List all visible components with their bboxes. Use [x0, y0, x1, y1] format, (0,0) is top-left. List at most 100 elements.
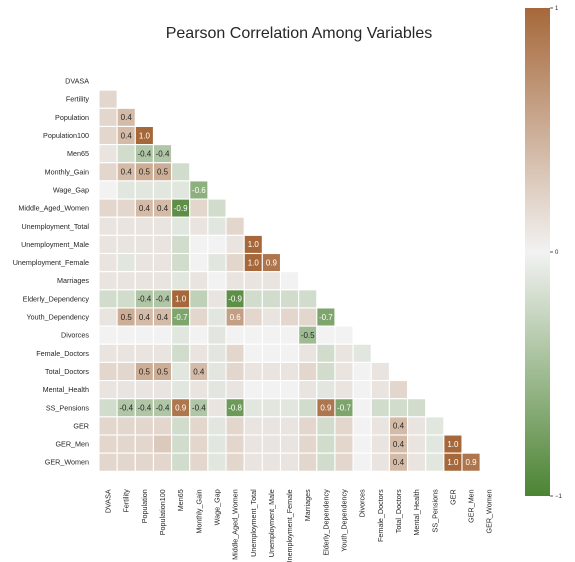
cell-label-ss-pensions-elderly-dependency: 0.9 [320, 404, 332, 413]
y-tick-mental-health: Mental_Health [43, 385, 89, 394]
cell-ger-women-fertility [116, 452, 136, 472]
cell-total-doctors-unemployment-total [243, 361, 263, 382]
cell-unemployment-female-fertility [116, 252, 136, 273]
cell-ger-wage-gap [207, 416, 227, 436]
cell-female-doctors-dvasa [98, 343, 118, 363]
cell-total-doctors-fertility [116, 361, 136, 382]
cell-ger-population100 [152, 416, 173, 436]
colorbar-ticks: 1 0 −1 [550, 6, 563, 500]
y-tick-ger-men: GER_Men [55, 440, 89, 449]
cell-total-doctors-dvasa [98, 361, 118, 382]
cell-elderly-dependency-unemployment-female [279, 289, 300, 309]
cell-ger-women-ger-men [461, 452, 481, 472]
cell-label-men65-population: -0.4 [137, 149, 151, 158]
cell-label-ger-women-total-doctors: 0.4 [393, 458, 405, 467]
cell-label-youth-dependency-population100: 0.4 [157, 313, 169, 322]
cell-ss-pensions-unemployment-male [261, 398, 282, 418]
cell-ger-divorces [352, 416, 372, 436]
cell-label-total-doctors-population: 0.5 [139, 367, 151, 376]
x-tick-wage-gap: Wage_Gap [212, 489, 221, 525]
y-tick-population100: Population100 [43, 131, 89, 140]
x-tick-total-doctors: Total_Doctors [394, 489, 403, 533]
cell-middle-aged-women-wage-gap [207, 198, 227, 218]
cell-mental-health-youth-dependency [334, 379, 354, 400]
cell-label-population-fertility: 0.4 [121, 113, 133, 122]
colorbar-tick-label: 1 [555, 6, 559, 12]
y-tick-middle-aged-women: Middle_Aged_Women [18, 204, 89, 213]
cell-divorces-youth-dependency [334, 325, 354, 345]
x-tick-unemployment-total: Unemployment_Total [249, 489, 258, 557]
cell-population100-dvasa [98, 125, 118, 146]
cell-ger-elderly-dependency [316, 416, 336, 436]
cell-ger-women-middle-aged-women [225, 452, 245, 472]
cell-divorces-unemployment-female [279, 325, 300, 345]
cell-ger-female-doctors [370, 416, 390, 436]
cell-total-doctors-wage-gap [207, 361, 227, 382]
cell-label-ss-pensions-population100: -0.4 [156, 404, 170, 413]
cell-unemployment-female-monthly-gain [189, 252, 209, 273]
cell-total-doctors-men65 [171, 361, 191, 382]
cell-ger-women-female-doctors [370, 452, 390, 472]
cell-ger-fertility [116, 416, 136, 436]
cell-label-ss-pensions-men65: 0.9 [175, 404, 187, 413]
cell-label-ss-pensions-fertility: -0.4 [119, 404, 133, 413]
x-tick-dvasa: DVASA [104, 489, 113, 513]
y-tick-unemployment-total: Unemployment_Total [21, 222, 89, 231]
cell-marriages-unemployment-male [261, 271, 282, 291]
cell-marriages-dvasa [98, 271, 118, 291]
cell-ss-pensions-mental-health [406, 398, 427, 418]
cell-female-doctors-unemployment-total [243, 343, 263, 363]
x-tick-population100: Population100 [158, 489, 167, 535]
y-tick-wage-gap: Wage_Gap [53, 185, 89, 194]
cell-ger-men-female-doctors [370, 434, 390, 454]
cell-label-ger-men-total-doctors: 0.4 [393, 440, 405, 449]
cell-female-doctors-wage-gap [207, 343, 227, 363]
cell-label-middle-aged-women-population100: 0.4 [157, 204, 169, 213]
y-tick-fertility: Fertility [66, 95, 90, 104]
cell-wage-gap-men65 [171, 180, 191, 200]
cell-total-doctors-middle-aged-women [225, 361, 245, 382]
cell-mental-health-unemployment-female [279, 379, 300, 400]
cell-ger-men-men65 [171, 434, 191, 454]
y-tick-marriages: Marriages [57, 276, 89, 285]
cell-label-population100-population: 1.0 [139, 131, 151, 140]
cell-monthly-gain-dvasa [98, 162, 118, 182]
cell-ss-pensions-female-doctors [370, 398, 390, 418]
cell-wage-gap-fertility [116, 180, 136, 200]
cell-mental-health-total-doctors [388, 379, 409, 400]
colorbar-tick-label: 0 [555, 250, 559, 256]
cell-label-youth-dependency-population: 0.4 [139, 313, 151, 322]
cell-ger-men-elderly-dependency [316, 434, 336, 454]
y-tick-labels: DVASA Fertility Population Population100 Men… [13, 77, 90, 467]
cell-youth-dependency-wage-gap [207, 307, 227, 327]
y-tick-ss-pensions: SS_Pensions [46, 403, 90, 412]
cell-ger-women-ss-pensions [425, 452, 445, 472]
cell-ger-men-unemployment-female [279, 434, 300, 454]
cell-unemployment-total-middle-aged-women [225, 216, 245, 236]
cell-divorces-men65 [171, 325, 191, 345]
cell-divorces-unemployment-total [243, 325, 263, 345]
y-tick-unemployment-male: Unemployment_Male [21, 240, 89, 249]
cell-label-monthly-gain-fertility: 0.4 [121, 168, 133, 177]
x-tick-unemployment-female: Unemployment_Female [285, 489, 294, 562]
cell-wage-gap-population [134, 180, 155, 200]
cell-label-unemployment-male-unemployment-total: 1.0 [248, 240, 260, 249]
cell-total-doctors-divorces [352, 361, 372, 382]
cell-divorces-middle-aged-women [225, 325, 245, 345]
cell-ger-women-population100 [152, 452, 173, 472]
cell-label-middle-aged-women-men65: -0.9 [174, 204, 188, 213]
cell-label-youth-dependency-fertility: 0.5 [121, 313, 133, 322]
x-tick-divorces: Divorces [358, 489, 367, 517]
cell-ger-men-marriages [298, 434, 318, 454]
cell-unemployment-male-population100 [152, 234, 173, 255]
x-tick-marriages: Marriages [303, 489, 312, 521]
cell-unemployment-total-men65 [171, 216, 191, 236]
y-tick-unemployment-female: Unemployment_Female [13, 258, 89, 267]
cell-divorces-dvasa [98, 325, 118, 345]
cell-unemployment-female-middle-aged-women [225, 252, 245, 273]
cell-unemployment-male-dvasa [98, 234, 118, 255]
cell-marriages-fertility [116, 271, 136, 291]
cell-youth-dependency-unemployment-male [261, 307, 282, 327]
cell-ger-women-divorces [352, 452, 372, 472]
x-tick-ger: GER [448, 489, 457, 505]
